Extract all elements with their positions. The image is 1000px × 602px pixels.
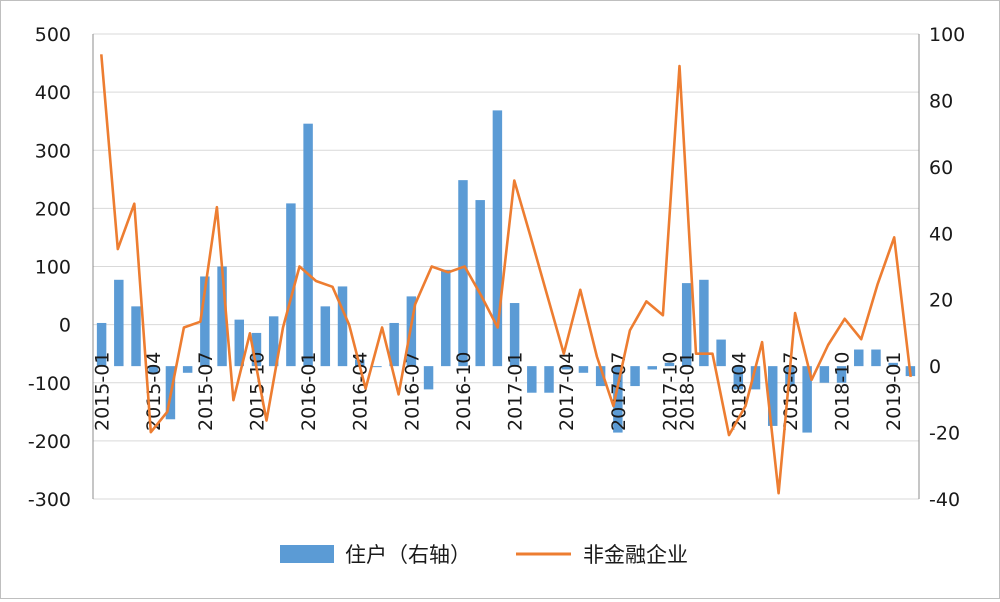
right-tick-label: 100 (929, 24, 965, 46)
x-tick-label: 2017-07 (608, 352, 630, 431)
household-bar (217, 266, 227, 367)
household-bar (131, 306, 141, 367)
household-bar (389, 322, 399, 367)
x-tick-label: 2018-10 (832, 352, 854, 431)
x-tick-label: 2016-04 (350, 352, 372, 431)
left-tick-label: 400 (35, 82, 71, 104)
household-bar (96, 322, 107, 367)
x-tick-label: 2018-01 (677, 352, 699, 431)
left-tick-label: -200 (28, 431, 71, 453)
x-tick-label: 2015-10 (246, 352, 268, 431)
left-tick-label: -300 (28, 489, 71, 511)
household-bar (441, 269, 451, 367)
legend-bar-label: 住户（右轴） (345, 543, 471, 567)
right-tick-label: 0 (929, 356, 941, 378)
household-bar (613, 366, 623, 433)
x-tick-label: 2015-07 (195, 352, 217, 431)
right-tick-label: -20 (929, 423, 960, 445)
x-axis-labels: 2015-01 2015-04 2015-07 2015-10 2016-01 2016-… (92, 352, 906, 431)
legend-line-label: 非金融企业 (583, 543, 688, 567)
right-tick-label: 80 (929, 90, 953, 112)
x-tick-label: 2017-10 (659, 352, 681, 431)
household-bar (320, 306, 331, 367)
right-tick-label: 40 (929, 223, 953, 245)
x-tick-label: 2016-01 (298, 352, 320, 431)
household-bar (200, 276, 210, 367)
household-bar (303, 123, 313, 367)
household-bar (836, 366, 847, 383)
household-bar (767, 366, 778, 426)
household-bar (595, 366, 606, 387)
right-tick-label: -40 (929, 489, 960, 511)
household-bar (733, 366, 744, 390)
household-bar (871, 349, 881, 367)
household-bar (527, 366, 537, 393)
household-bar (544, 366, 554, 393)
household-bar (475, 200, 485, 367)
household-bar (372, 366, 382, 368)
left-tick-label: 500 (35, 24, 71, 46)
x-tick-label: 2015-01 (92, 352, 114, 431)
household-bar (423, 366, 434, 390)
household-bar (647, 366, 658, 370)
household-bar (888, 362, 898, 367)
household-bar (182, 366, 193, 373)
household-bar (819, 366, 830, 383)
household-bar (699, 279, 709, 367)
household-bar (561, 366, 571, 370)
right-tick-label: 20 (929, 290, 953, 312)
legend-bar-swatch (280, 545, 334, 563)
household-bar (268, 316, 279, 367)
axes: -300-200-1000100200300400500-40-20020406… (28, 24, 965, 511)
household-bar (509, 303, 520, 367)
left-tick-label: 0 (59, 315, 71, 337)
left-tick-label: 200 (35, 198, 71, 220)
household-bar (750, 366, 761, 390)
household-bar (286, 203, 296, 367)
enterprise-series-line (100, 54, 912, 495)
right-tick-label: 60 (929, 157, 953, 179)
household-bar (492, 110, 503, 367)
household-bar (337, 286, 348, 367)
household-bar (630, 366, 640, 387)
left-tick-label: -100 (28, 373, 71, 395)
x-tick-label: 2017-04 (556, 352, 578, 431)
legend: 住户（右轴） 非金融企业 (280, 543, 688, 567)
household-bar (148, 366, 158, 373)
household-bar (681, 283, 692, 367)
household-bar (458, 180, 468, 367)
household-bar (664, 362, 675, 367)
household-bar (234, 319, 245, 367)
household-bar (716, 339, 726, 367)
household-bar (114, 279, 124, 367)
enterprise-line (100, 54, 912, 495)
x-tick-label: 2016-07 (401, 352, 423, 431)
x-tick-label: 2018-04 (728, 352, 750, 431)
household-bars (96, 110, 916, 433)
household-bar (802, 366, 812, 433)
x-tick-label: 2016-10 (453, 352, 475, 431)
left-tick-label: 100 (35, 257, 71, 279)
household-bar (578, 366, 589, 373)
household-bar (251, 332, 262, 367)
household-bar (854, 349, 864, 367)
x-tick-label: 2017-01 (505, 352, 527, 431)
x-tick-label: 2019-01 (883, 352, 905, 431)
left-tick-label: 300 (35, 140, 71, 162)
